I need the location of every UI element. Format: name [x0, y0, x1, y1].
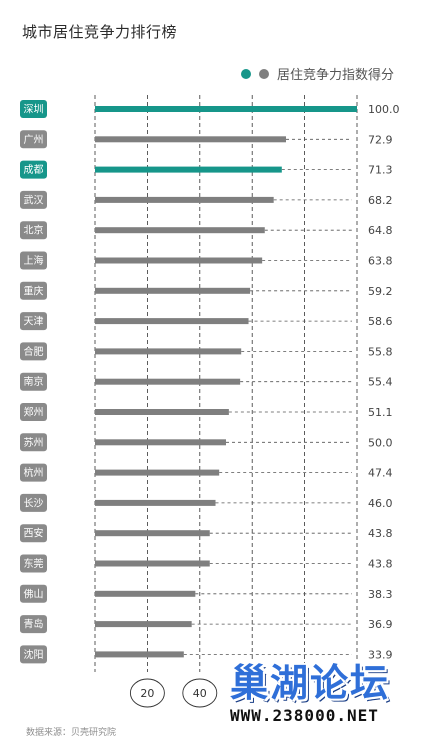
city-label: 沈阳	[24, 648, 44, 661]
city-label: 长沙	[24, 497, 44, 509]
city-label-pill	[20, 433, 47, 452]
legend-highlight-swatch	[240, 68, 251, 79]
value-label: 50.0	[368, 436, 393, 449]
bar	[95, 621, 192, 628]
value-label: 36.9	[368, 618, 393, 631]
city-label: 深圳	[24, 104, 44, 116]
city-label-pill	[20, 130, 47, 149]
city-label: 南京	[24, 375, 44, 388]
bar	[95, 499, 216, 506]
x-tick-label: 20	[140, 687, 154, 700]
value-label: 58.6	[368, 315, 393, 328]
bar	[95, 257, 263, 264]
value-label: 72.9	[368, 133, 393, 146]
value-label: 59.2	[368, 285, 393, 298]
city-label-pill	[20, 221, 47, 240]
x-tick-circle	[129, 678, 165, 708]
source-note: 数据来源：贝壳研究院	[26, 728, 117, 738]
city-label-pill	[20, 584, 47, 603]
value-label: 55.8	[368, 345, 393, 358]
watermark-logo: 巢湖论坛 WWW.238000.NET	[222, 650, 418, 734]
bar	[95, 136, 286, 143]
bar	[95, 409, 229, 415]
bar	[95, 560, 210, 567]
legend: 居住竞争力指数得分	[240, 64, 394, 83]
city-label: 杭州	[24, 466, 44, 479]
value-label: 43.8	[368, 527, 393, 540]
city-label: 上海	[24, 254, 44, 267]
city-label-pill	[20, 281, 47, 300]
bar	[95, 196, 274, 203]
value-label: 71.3	[368, 164, 393, 177]
legend-bar-swatch	[258, 68, 269, 79]
city-label: 武汉	[24, 193, 44, 206]
city-label: 郑州	[24, 406, 44, 419]
city-label: 北京	[24, 224, 44, 237]
value-label: 46.0	[368, 497, 393, 510]
city-label: 成都	[24, 164, 44, 176]
city-label-pill	[20, 312, 47, 331]
city-label: 天津	[24, 316, 44, 328]
city-label-pill	[20, 493, 47, 512]
bar	[95, 348, 242, 355]
watermark-url: WWW.238000.NET	[230, 706, 379, 725]
city-label-pill	[20, 160, 47, 179]
bar	[95, 318, 249, 325]
city-label-pill	[20, 645, 47, 664]
bar	[95, 287, 251, 294]
city-label: 苏州	[24, 436, 44, 449]
city-label-pill	[20, 554, 47, 573]
city-label: 青岛	[24, 618, 44, 631]
city-label-pill	[20, 100, 47, 118]
city-label-pill	[20, 463, 47, 482]
value-label: 38.3	[368, 588, 393, 601]
bar	[95, 166, 282, 173]
value-label: 43.8	[368, 558, 393, 571]
value-label: 51.1	[368, 406, 393, 419]
bar	[95, 469, 220, 476]
value-label: 63.8	[368, 255, 393, 268]
bar	[95, 106, 357, 112]
bar	[95, 227, 265, 234]
value-label: 55.4	[368, 376, 393, 389]
chart-title: 城市居住竞争力排行榜	[22, 23, 178, 41]
city-label-pill	[20, 342, 47, 361]
bar	[95, 651, 184, 658]
watermark-text: 巢湖论坛	[230, 661, 391, 705]
value-label: 64.8	[368, 224, 393, 237]
bar	[95, 378, 241, 385]
value-label: 47.4	[368, 467, 393, 480]
city-label: 佛山	[24, 587, 44, 600]
value-label: 33.9	[368, 648, 393, 661]
x-tick-label: 40	[193, 687, 207, 700]
bar	[95, 590, 196, 597]
city-label-pill	[20, 372, 47, 391]
city-label-pill	[20, 524, 47, 543]
city-label: 东莞	[24, 557, 44, 570]
value-label: 100.0	[368, 103, 400, 116]
legend-label: 居住竞争力指数得分	[276, 68, 394, 83]
city-label: 重庆	[24, 284, 44, 297]
city-label: 合肥	[24, 345, 44, 358]
bar	[95, 439, 226, 446]
city-label-pill	[20, 190, 47, 209]
city-label: 广州	[24, 134, 44, 146]
city-label-pill	[20, 615, 47, 634]
city-label-pill	[20, 251, 47, 270]
x-tick-circle	[182, 678, 218, 708]
city-label-pill	[20, 403, 47, 421]
value-label: 68.2	[368, 194, 393, 207]
city-label: 西安	[24, 527, 44, 540]
bar	[95, 530, 210, 537]
